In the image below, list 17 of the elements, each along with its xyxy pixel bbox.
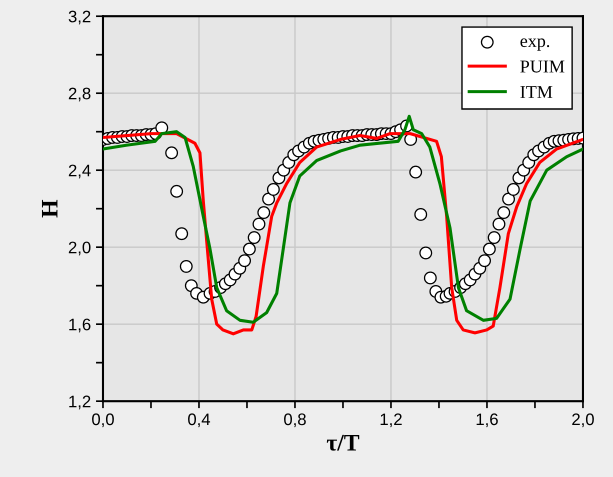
legend-label: ITM <box>520 86 552 98</box>
legend-label: exp. <box>520 38 550 51</box>
y-tick-label: 1,6 <box>69 318 90 332</box>
x-tick-label: 0,0 <box>92 413 114 428</box>
x-tick-label: 0,8 <box>284 413 306 428</box>
x-axis-title: τ/T <box>326 434 360 451</box>
y-tick-label: 2,0 <box>68 242 91 256</box>
x-tick-label: 2,0 <box>572 413 594 428</box>
y-tick-label: 1,2 <box>69 396 90 410</box>
y-tick-label: 2,8 <box>68 88 90 102</box>
x-tick-label: 1,6 <box>476 413 498 428</box>
x-tick-label: 1,2 <box>380 413 402 428</box>
y-tick-label: 2,4 <box>68 164 91 178</box>
y-tick-label: 3,2 <box>68 10 90 24</box>
x-tick-label: 0,4 <box>188 413 210 428</box>
legend-label: PUIM <box>520 60 564 73</box>
y-axis-title: H <box>42 200 58 218</box>
